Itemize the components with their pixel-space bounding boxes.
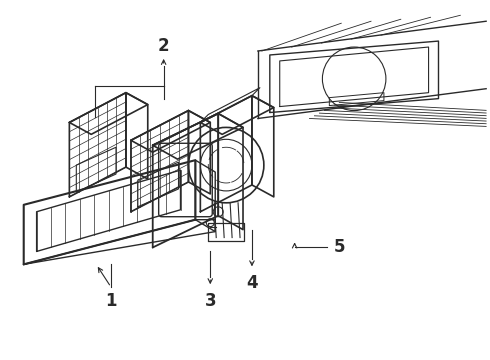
Text: 4: 4: [246, 274, 258, 292]
Text: 3: 3: [204, 292, 216, 310]
Text: 1: 1: [105, 292, 117, 310]
Text: 5: 5: [334, 238, 345, 256]
FancyBboxPatch shape: [159, 143, 212, 217]
Text: 2: 2: [158, 37, 170, 55]
